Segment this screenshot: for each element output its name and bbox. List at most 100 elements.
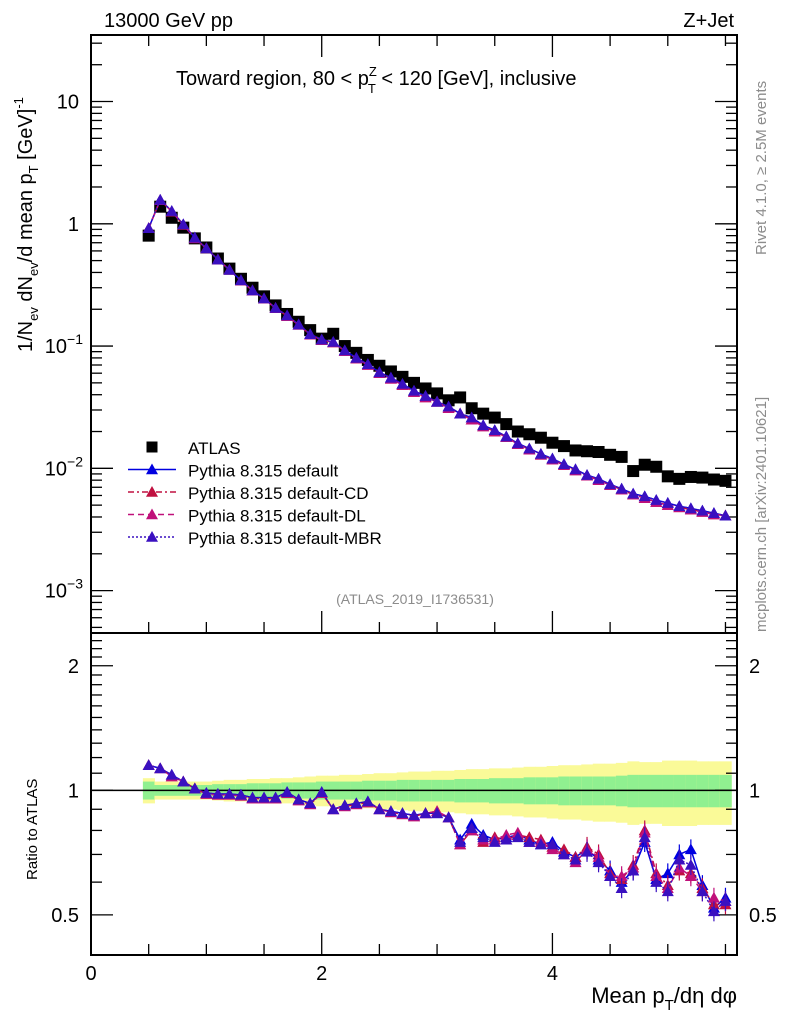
header-left-label: 13000 GeV pp: [104, 10, 233, 32]
data-point: [615, 450, 628, 463]
ratio-y-tick-label: 2: [68, 656, 79, 678]
ratio-point: [546, 838, 559, 850]
mc-point: [165, 205, 178, 216]
legend-marker-triangle: [146, 531, 158, 542]
mc-point: [223, 263, 236, 275]
mc-point: [615, 482, 628, 494]
mc-point: [338, 344, 351, 356]
ratio-point: [373, 803, 386, 815]
data-point: [419, 382, 432, 395]
mc-point: [177, 218, 190, 230]
ratio-point: [361, 795, 374, 807]
mc-point: [650, 494, 663, 505]
ratio-point: [200, 787, 213, 798]
main-series-layer: [142, 193, 732, 521]
mc-point: [627, 487, 640, 499]
ratio-point: [592, 856, 605, 868]
mc-point: [707, 507, 720, 518]
ratio-point: [661, 885, 674, 897]
ratio-point: [604, 870, 617, 882]
ratio-point: [569, 853, 582, 865]
ratio-point: [696, 885, 709, 897]
mc-point: [292, 318, 305, 330]
data-point: [569, 444, 582, 457]
data-point: [523, 428, 536, 441]
ratio-point: [488, 836, 501, 847]
legend-label: Pythia 8.315 default-MBR: [188, 529, 382, 548]
data-point: [696, 471, 709, 484]
mc-point: [211, 253, 224, 265]
y-tick-label: 10−2: [45, 453, 83, 480]
ratio-point: [511, 831, 524, 843]
ratio-point: [165, 768, 178, 780]
mc-point: [673, 500, 686, 512]
ratio-point: [408, 809, 420, 821]
mc-point: [569, 463, 582, 475]
mc-point: [188, 231, 201, 243]
data-point: [500, 418, 513, 431]
data-point: [327, 327, 340, 340]
data-point: [684, 470, 697, 483]
mc-point: [465, 411, 478, 423]
ratio-series-pythia-8-315-default-mbr: [142, 759, 732, 922]
ratio-point: [477, 831, 490, 843]
mc-point: [431, 395, 444, 407]
data-point: [477, 407, 490, 420]
ratio-y-tick-label: 1: [68, 780, 79, 802]
data-point: [581, 445, 594, 458]
data-point: [604, 448, 617, 461]
data-point: [454, 391, 467, 404]
ratio-point: [673, 853, 686, 865]
ratio-point: [142, 759, 155, 771]
legend-label: Pythia 8.315 default: [188, 462, 339, 481]
mc-point: [500, 430, 513, 442]
mc-point: [581, 469, 594, 480]
ratio-point: [246, 791, 259, 803]
ratio-point: [327, 803, 340, 815]
legend-marker-triangle: [146, 486, 158, 497]
legend-item: Pythia 8.315 default-DL: [128, 507, 366, 526]
ratio-point: [258, 791, 271, 803]
ratio-point: [396, 807, 409, 819]
ratio-point: [384, 805, 397, 817]
ratio-point: [188, 782, 201, 794]
ratio-point: [442, 811, 455, 823]
ratio-point: [684, 859, 697, 870]
data-point: [557, 440, 570, 453]
y-tick-label: 1: [68, 214, 79, 236]
ratio-point: [581, 845, 594, 857]
ratio-point: [707, 891, 720, 903]
ratio-point: [281, 786, 294, 797]
data-point: [534, 431, 547, 444]
mc-point: [234, 274, 247, 286]
mc-point: [154, 193, 167, 205]
mc-point: [546, 452, 559, 464]
mc-point: [396, 377, 409, 389]
legend-label: Pythia 8.315 default-CD: [188, 484, 369, 503]
ratio-point: [292, 793, 305, 805]
rivet-version-label: Rivet 4.1.0, ≥ 2.5M events: [753, 81, 770, 255]
ratio-point: [177, 775, 190, 787]
legend-label: Pythia 8.315 default-DL: [188, 507, 366, 526]
mc-point: [488, 424, 501, 436]
ratio-point: [650, 876, 663, 887]
ratio-point: [615, 882, 628, 894]
mc-point: [454, 407, 467, 419]
main-axes: 10 1 10−1 10−2 10−3: [45, 34, 738, 634]
mc-point: [281, 309, 294, 321]
ratio-point: [661, 867, 674, 879]
ratio-point: [557, 848, 570, 860]
mc-point: [361, 358, 374, 370]
data-point: [627, 465, 640, 478]
y-tick-label: 10−3: [45, 576, 83, 603]
mc-point: [200, 242, 213, 254]
ratio-plot-frame: [90, 632, 738, 956]
ratio-point: [419, 807, 432, 819]
ratio-y-tick-label: 0.5: [51, 905, 79, 927]
x-axis-label: Mean pT/dη dφ: [591, 983, 737, 1014]
data-point: [408, 376, 420, 389]
mc-point: [384, 371, 397, 383]
mc-point: [477, 419, 490, 431]
ratio-point: [707, 905, 720, 917]
